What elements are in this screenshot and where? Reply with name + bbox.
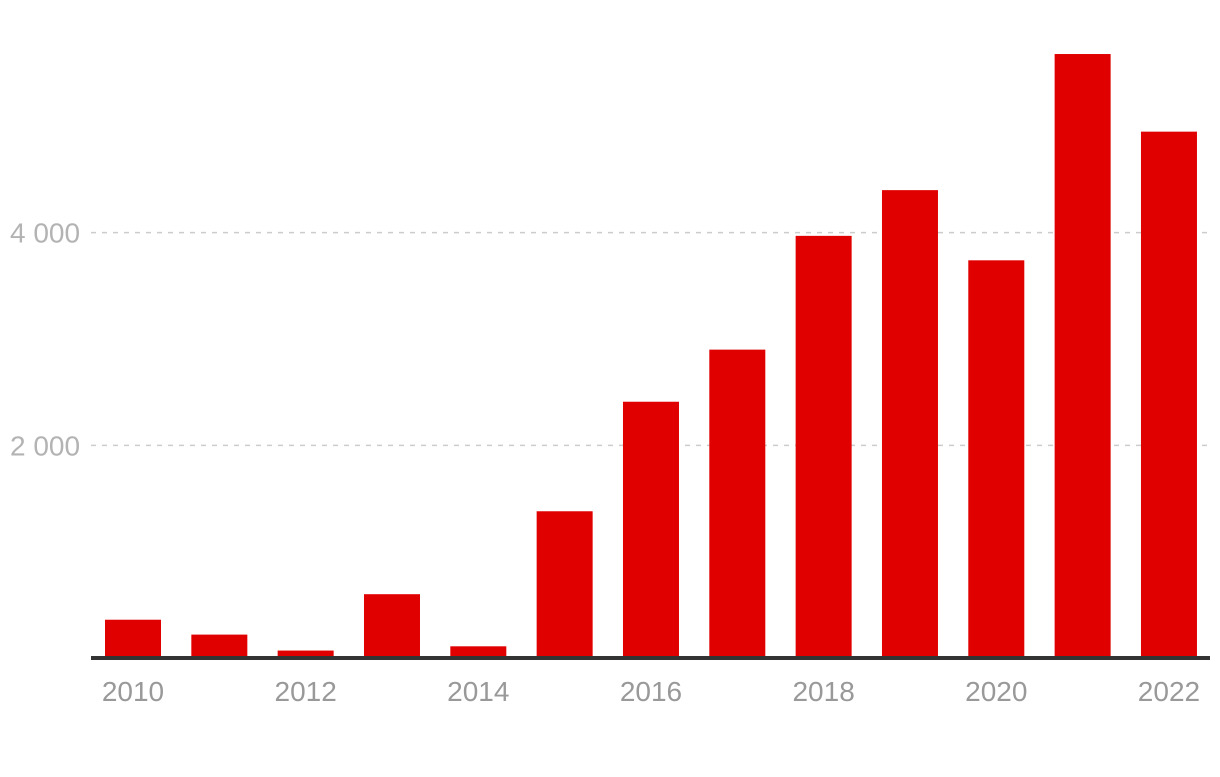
y-tick-label: 2 000 (10, 430, 80, 461)
bar-2018 (795, 235, 852, 658)
x-tick-label: 2020 (965, 676, 1027, 707)
y-tick-label: 4 000 (10, 218, 80, 249)
bar-2014 (450, 646, 507, 658)
bar-2012 (277, 650, 334, 658)
bar-2016 (622, 401, 679, 658)
x-tick-label: 2022 (1138, 676, 1200, 707)
bar-2020 (968, 260, 1025, 658)
bar-2010 (105, 619, 161, 658)
bars (105, 54, 1197, 658)
bar-2013 (363, 594, 420, 658)
x-tick-label: 2016 (620, 676, 682, 707)
x-tick-label: 2014 (447, 676, 509, 707)
x-tick-label: 2018 (792, 676, 854, 707)
bar-2021 (1054, 54, 1111, 658)
y-axis-tick-labels: 2 000 4 000 (10, 218, 80, 462)
x-axis-tick-labels: 2010 2012 2014 2016 2018 2020 2022 (102, 676, 1200, 707)
bar-2022 (1140, 131, 1197, 658)
x-tick-label: 2012 (275, 676, 337, 707)
bar-2015 (536, 511, 593, 658)
bar-2017 (709, 349, 766, 658)
bar-2019 (881, 190, 938, 658)
bar-2011 (191, 634, 248, 658)
x-tick-label: 2010 (102, 676, 164, 707)
